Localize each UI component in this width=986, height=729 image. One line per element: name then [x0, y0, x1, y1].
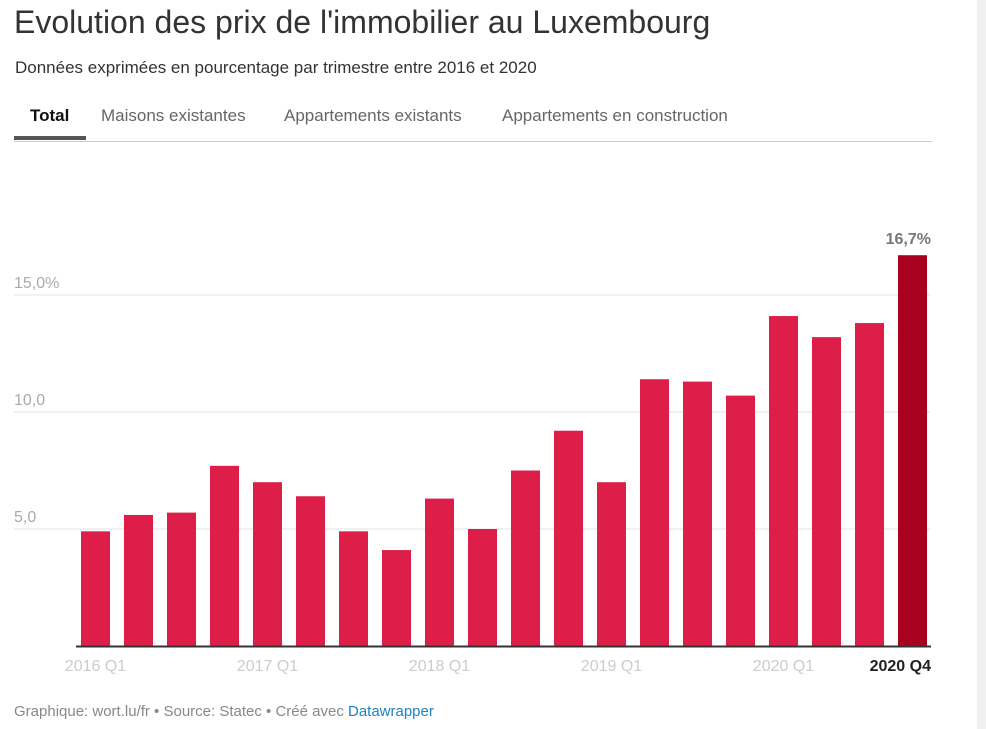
- bar-2020-q4: [898, 255, 927, 646]
- bar-chart: 5,0 10,0 15,0% 2016 Q1 2017 Q1 2018 Q1 2019 Q1…: [14, 231, 931, 675]
- x-tick-label: 2019 Q1: [581, 658, 642, 675]
- bar-2018-q1: [425, 498, 454, 646]
- footer-credits: Graphique: wort.lu/fr • Source: Statec •…: [14, 703, 348, 720]
- bar-2017-q1: [253, 482, 282, 646]
- y-tick-label: 10,0: [14, 392, 45, 409]
- y-tick-label: 5,0: [14, 509, 36, 526]
- tab-total[interactable]: Total: [30, 106, 70, 125]
- scrollbar[interactable]: [977, 0, 986, 729]
- datawrapper-link[interactable]: Datawrapper: [347, 703, 434, 720]
- x-tick-label: 2017 Q1: [237, 658, 298, 675]
- bar-2016-q1: [81, 531, 110, 646]
- y-tick-label: 15,0%: [14, 275, 59, 292]
- x-tick-label: 2020 Q1: [753, 658, 814, 675]
- bar-2019-q1: [597, 482, 626, 646]
- x-tick-label: 2020 Q4: [870, 658, 931, 675]
- bar-2018-q2: [468, 529, 497, 646]
- bar-2016-q2: [124, 514, 153, 646]
- bar-2018-q4: [554, 430, 583, 646]
- bar-2019-q2: [640, 379, 669, 646]
- value-label: 16,7%: [886, 231, 931, 248]
- bar-2016-q3: [167, 512, 196, 646]
- bar-2016-q4: [210, 465, 239, 646]
- bar-2020-q1: [769, 316, 798, 646]
- chart-title: Evolution des prix de l'immobilier au Lu…: [14, 4, 711, 40]
- tab-appartements-en-construction[interactable]: Appartements en construction: [502, 106, 728, 125]
- x-tick-label: 2016 Q1: [65, 658, 126, 675]
- bar-2020-q2: [812, 337, 841, 646]
- bar-2019-q3: [683, 381, 712, 646]
- active-tab-indicator: [14, 136, 86, 140]
- bar-2020-q3: [855, 323, 884, 646]
- bar-2017-q3: [339, 531, 368, 646]
- tab-appartements-existants[interactable]: Appartements existants: [284, 106, 462, 125]
- bar-2019-q4: [726, 395, 755, 646]
- bar-2017-q2: [296, 496, 325, 646]
- tab-bar: Total Maisons existantes Appartements ex…: [14, 100, 932, 142]
- footer: Graphique: wort.lu/fr • Source: Statec •…: [14, 703, 434, 720]
- bar-2017-q4: [382, 550, 411, 646]
- x-tick-label: 2018 Q1: [409, 658, 470, 675]
- tab-maisons-existantes[interactable]: Maisons existantes: [101, 106, 246, 125]
- bar-2018-q3: [511, 470, 540, 646]
- chart-subtitle: Données exprimées en pourcentage par tri…: [15, 58, 537, 77]
